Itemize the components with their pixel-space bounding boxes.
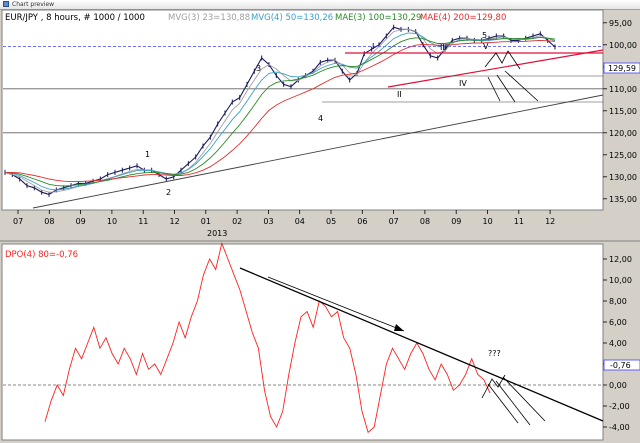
lower-drawings [239, 267, 604, 426]
y-tick-label: 8,00 [609, 297, 627, 306]
upper-x-axis: 07 08 09 10 11 12 01 02 03 04 05 06 07 08 09 10 11 12 [13, 210, 555, 226]
app-icon [3, 1, 9, 7]
wave-label: 1 [145, 150, 150, 159]
lower-series [44, 241, 491, 434]
y-tick-label: 10,00 [609, 276, 632, 285]
y-tick-label: 130,00 [609, 173, 637, 182]
upper-plot-area [1, 9, 604, 211]
x-tick-label: 10 [107, 217, 117, 226]
projection-path [504, 70, 539, 102]
x-tick-label: 09 [76, 217, 86, 226]
y-tick-label: -2,00 [609, 402, 630, 411]
x-tick-label: 11 [138, 217, 148, 226]
x-tick-label: 01 [201, 217, 211, 226]
y-tick-label: 125,00 [609, 151, 637, 160]
y-tick-label: 95,00 [609, 19, 632, 28]
lower-plot-area [1, 243, 604, 441]
projection-path [487, 76, 501, 102]
x-tick-label: 09 [451, 217, 461, 226]
dpo-trendline [239, 267, 604, 422]
wave-label: 2 [166, 188, 171, 197]
dpo-projection [502, 376, 546, 422]
direction-arrow [267, 276, 405, 332]
x-tick-label: 10 [483, 217, 493, 226]
price-badge: 129,59 [608, 64, 636, 73]
y-tick-label: 100,00 [609, 41, 637, 50]
channel-rising-line [387, 49, 604, 88]
x-tick-label: 07 [13, 217, 23, 226]
upper-series [4, 24, 556, 197]
wave-label: 4 [318, 114, 323, 123]
legend-instrument: EUR/JPY , 8 hours, # 1000 / 1000 [5, 13, 145, 23]
y-tick-label: 135,00 [609, 195, 637, 204]
upper-drawings [32, 49, 604, 209]
wave-label: II [397, 90, 402, 99]
x-tick-label: 05 [326, 217, 336, 226]
y-tick-label: -4,00 [609, 423, 630, 432]
projection-path [484, 50, 521, 70]
dpo-projection [481, 374, 506, 399]
legend-mvg3: MVG(3) 23=130,88 [168, 13, 250, 23]
wave-label: IV [459, 79, 467, 88]
projection-path [496, 74, 516, 103]
x-tick-label: 06 [357, 217, 367, 226]
legend-mae3: MAE(3) 100=130,29 [335, 13, 421, 23]
x-tick-label: 08 [420, 217, 430, 226]
x-tick-label: 08 [44, 217, 54, 226]
y-tick-label: 6,00 [609, 318, 627, 327]
x-tick-label: 11 [514, 217, 524, 226]
arrow-head [394, 324, 404, 331]
x-tick-label: 12 [545, 217, 555, 226]
upper-grid [3, 46, 603, 134]
y-tick-label: 115,00 [609, 107, 637, 116]
long-term-trendline [32, 94, 604, 209]
wave-label: 3 [256, 64, 261, 73]
dpo-projection [487, 383, 519, 424]
value-badge: -0,76 [610, 361, 631, 370]
x-tick-label: 07 [389, 217, 399, 226]
wave-label: III [440, 43, 447, 52]
dpo-line [44, 241, 491, 434]
value-badge-box [603, 359, 640, 371]
y-tick-label: 12,00 [609, 255, 632, 264]
price-badge-box [603, 62, 640, 74]
x-tick-label: 02 [232, 217, 242, 226]
window-title: Chart preview [12, 1, 55, 8]
wave-label: 5 [482, 31, 487, 40]
lower-panel: 12,0010,008,006,004,002,000,00-2,00-4,00… [1, 241, 640, 441]
y-tick-label: 120,00 [609, 129, 637, 138]
series-line-3 [4, 36, 556, 187]
legend-dpo: DPO(4) 80=-0,76 [5, 250, 78, 260]
legend-mae4: MAE(4) 200=129,80 [420, 13, 506, 23]
series-line-4 [5, 39, 556, 183]
dpo-projection [495, 380, 531, 426]
question-annotation: ??? [488, 349, 501, 358]
y-tick-label: 4,00 [609, 339, 627, 348]
legend-mvg4: MVG(4) 50=130,26 [251, 13, 333, 23]
x-tick-label: 12 [170, 217, 180, 226]
year-label: 2013 [207, 229, 227, 238]
y-tick-label: 110,00 [609, 85, 637, 94]
y-tick-label: 0,00 [609, 381, 627, 390]
wave-label: V [483, 42, 489, 51]
x-tick-label: 03 [263, 217, 273, 226]
upper-y-axis: 135,00130,00125,00120,00115,00110,00105,… [603, 19, 637, 204]
x-tick-label: 04 [295, 217, 305, 226]
wave-label: I [372, 42, 374, 51]
